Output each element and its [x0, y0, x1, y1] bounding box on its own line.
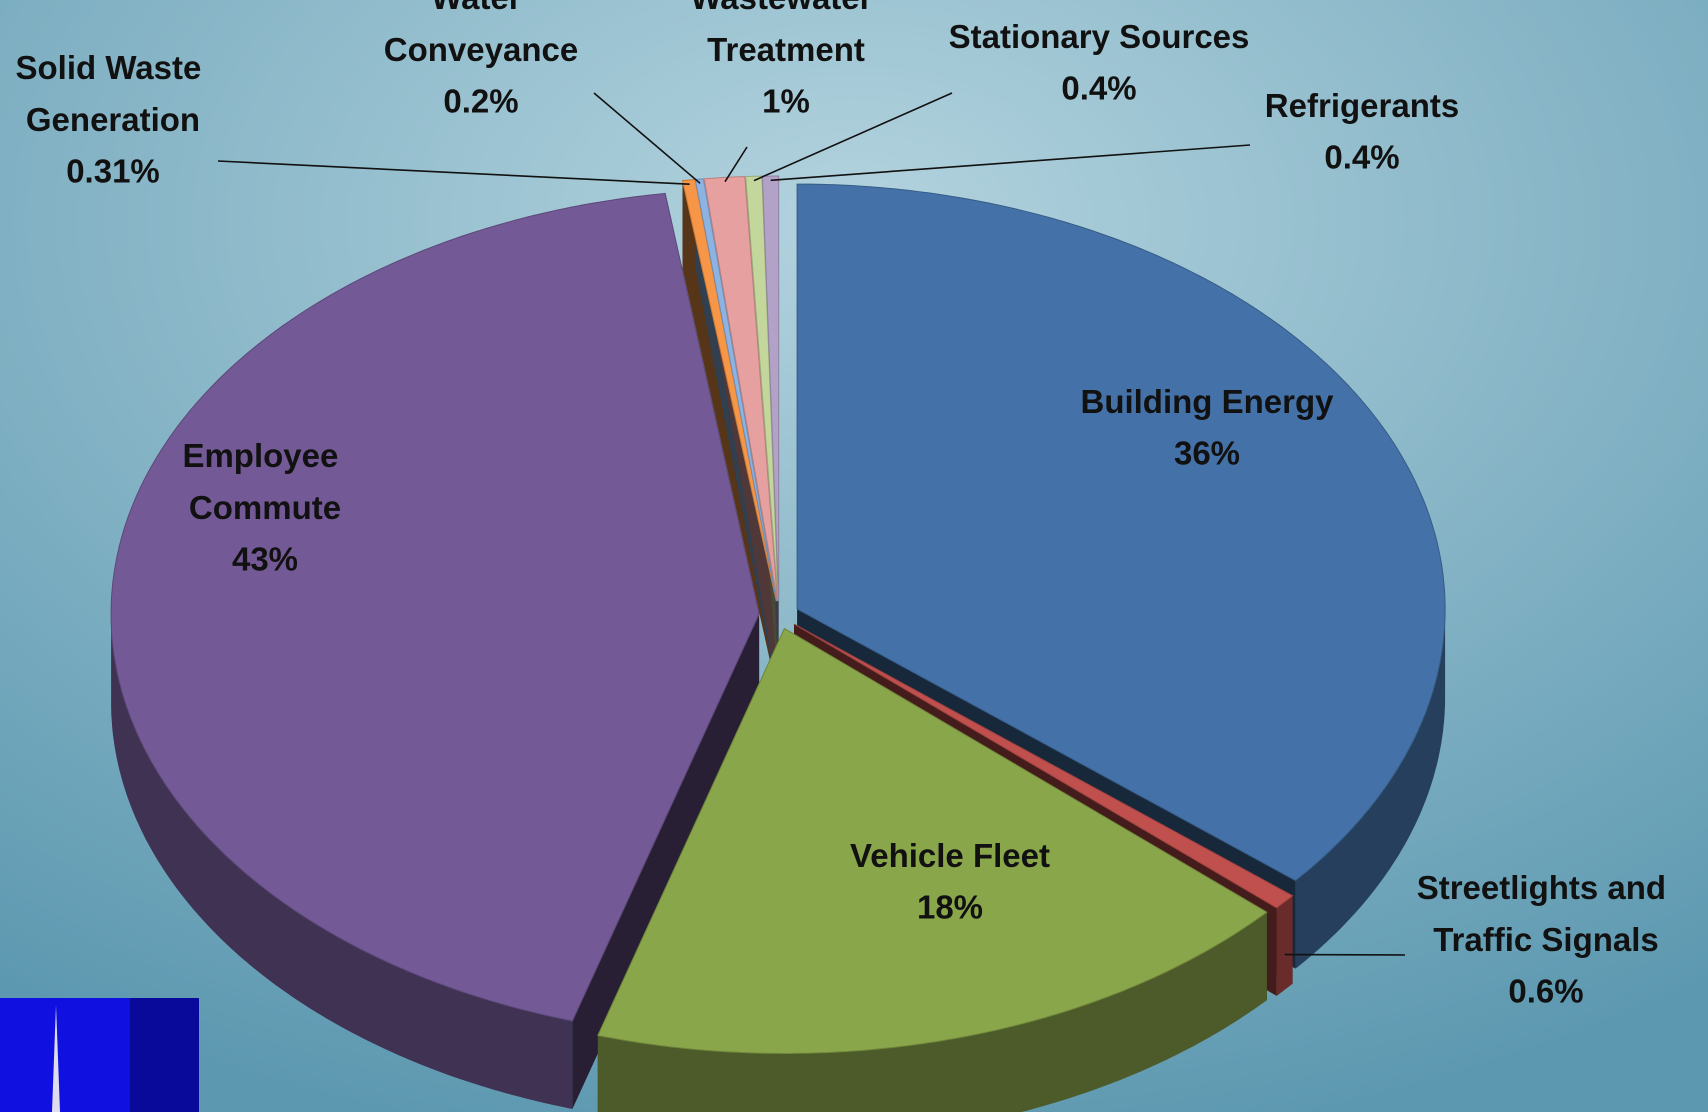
slice-label: Wastewater Treatment [690, 0, 881, 68]
slice [796, 183, 1446, 882]
slice-label: Employee Commute [182, 437, 347, 526]
leader-line [724, 146, 748, 183]
slice-side [111, 614, 573, 1109]
leader-line [593, 92, 701, 184]
slice-wall [572, 614, 760, 1109]
leader-line [217, 160, 690, 185]
slice-label: Streetlights and Traffic Signals [1417, 869, 1676, 958]
slice-label: Solid Waste Generation [16, 49, 211, 138]
value-label: 0.4% [1324, 139, 1399, 176]
value-label: 43% [232, 541, 298, 578]
slice-label: Vehicle Fleet [850, 837, 1050, 874]
value-label: 0.6% [1508, 973, 1583, 1010]
slice-side [1295, 609, 1446, 969]
slice [110, 192, 760, 1022]
slice-label: Building Energy [1080, 383, 1334, 420]
value-label: 36% [1174, 435, 1240, 472]
slice [703, 176, 778, 602]
value-label: 0.31% [66, 153, 160, 190]
value-label: 0.2% [443, 83, 518, 120]
value-label: 0.4% [1061, 70, 1136, 107]
value-label: 1% [762, 83, 810, 120]
slice-label: Stationary Sources [949, 18, 1250, 55]
slice-side [1276, 895, 1293, 996]
slice-label: Refrigerants [1265, 87, 1459, 124]
slice-side [597, 912, 1267, 1112]
slice [597, 627, 1268, 1054]
logo-panel [130, 998, 199, 1112]
leader-line [770, 144, 1251, 182]
slice [761, 175, 780, 602]
slice-label: Water Conveyance [384, 0, 578, 68]
value-label: 18% [917, 889, 983, 926]
slice [793, 623, 1294, 909]
slice [694, 178, 778, 602]
logo-spire [52, 1005, 60, 1112]
leader-line [753, 92, 953, 182]
